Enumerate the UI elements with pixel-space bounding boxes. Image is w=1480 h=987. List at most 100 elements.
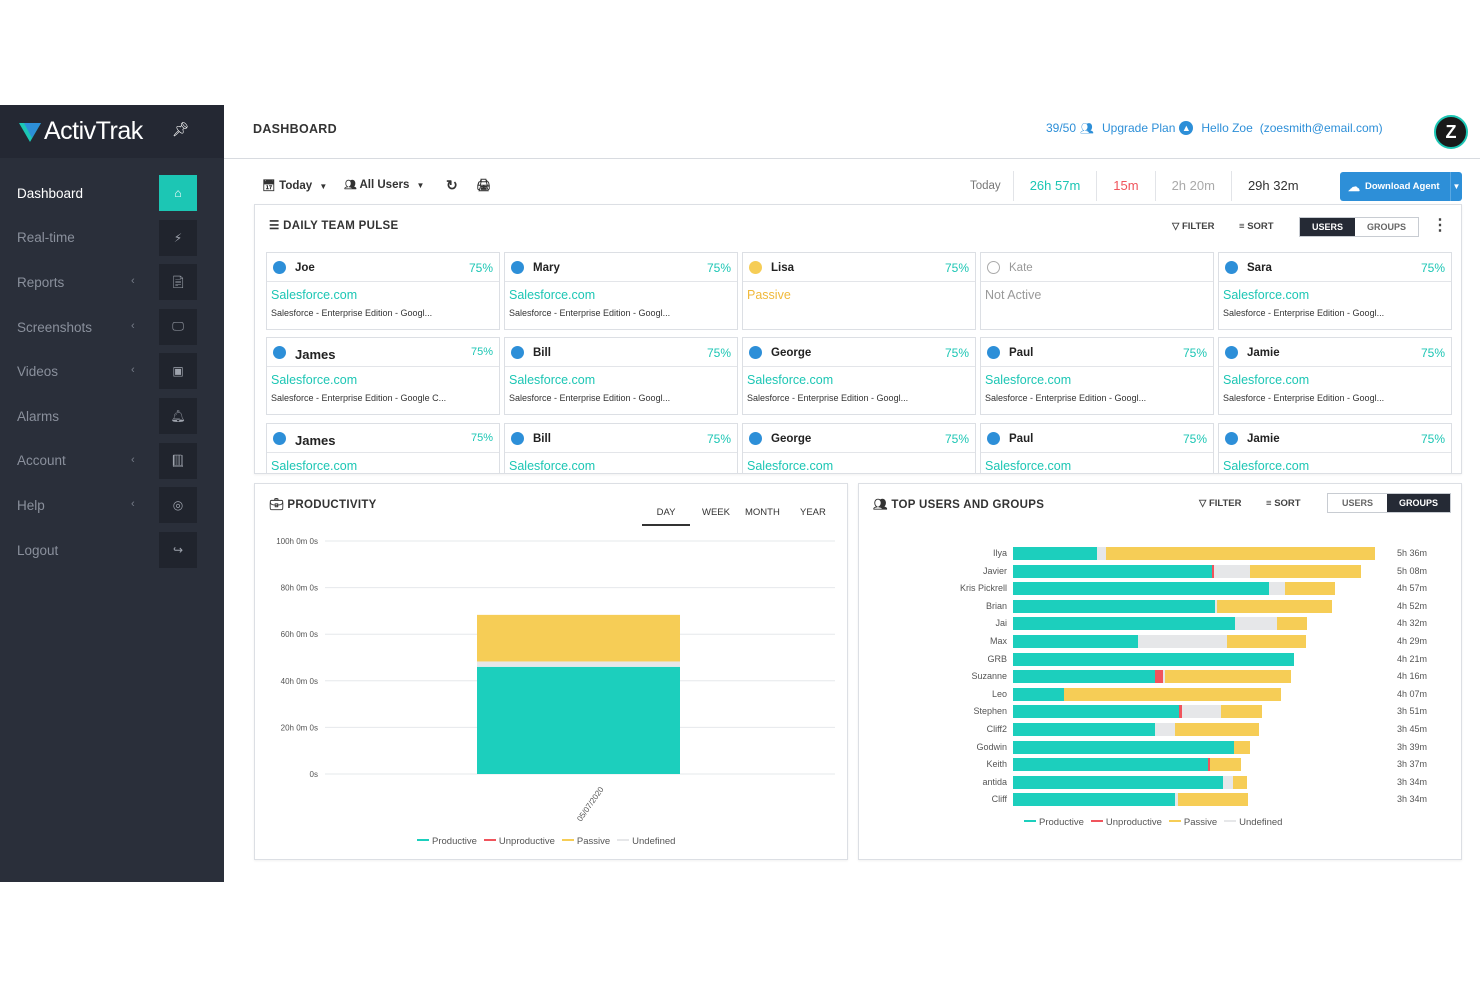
pulse-card[interactable]: James 75% Salesforce.com (266, 423, 500, 473)
bar-segment-passive[interactable] (1217, 599, 1332, 613)
chevron-left-icon[interactable]: ‹ (131, 498, 135, 511)
chevron-left-icon[interactable]: ‹ (131, 453, 135, 466)
sidebar-item-logout[interactable]: Logout ↪ (0, 528, 224, 573)
bar-segment-undefined[interactable] (1137, 635, 1228, 648)
bar-segment-undefined[interactable] (1222, 775, 1234, 789)
bar-segment-productive[interactable] (1013, 775, 1223, 789)
bell-icon[interactable]: 🔔︎ (159, 397, 197, 434)
bar-segment-passive[interactable] (1277, 617, 1307, 631)
screens-icon[interactable]: 🖵︎ (159, 308, 197, 345)
report-icon[interactable]: 📄︎ (159, 264, 197, 301)
users-filter[interactable]: 👥︎ All Users ▼ (344, 179, 424, 191)
chevron-left-icon[interactable]: ‹ (131, 319, 135, 332)
sidebar-item-real-time[interactable]: Real-time ⚡︎ (0, 216, 224, 261)
download-agent-button[interactable]: ☁︎ Download Agent ▼ (1340, 172, 1462, 201)
bar-segment-passive[interactable] (1064, 687, 1281, 701)
pulse-card[interactable]: Paul 75% Salesforce.com Salesforce - Enterp… (980, 337, 1214, 415)
tab-day[interactable]: DAY (642, 507, 690, 526)
tab-users[interactable]: USERS (1300, 218, 1356, 236)
bar-segment-unproductive[interactable] (1208, 758, 1211, 772)
print-icon[interactable]: 🖨︎ (476, 178, 492, 192)
bar-segment-undefined[interactable] (1235, 617, 1278, 631)
book-icon[interactable]: 📕︎ (159, 442, 197, 479)
top-users-sort-button[interactable]: ≡ SORT (1266, 498, 1301, 509)
bar-segment-passive[interactable] (1234, 740, 1251, 754)
pulse-card[interactable]: Jamie 75% Salesforce.com Salesforce - Enter… (1218, 337, 1452, 415)
bar-segment-passive[interactable] (1165, 670, 1292, 684)
bar-segment-productive[interactable] (1013, 617, 1236, 631)
bar-segment-productive[interactable] (1013, 652, 1295, 666)
tab-week[interactable]: WEEK (702, 507, 730, 518)
pulse-card[interactable]: Bill 75% Salesforce.com (504, 423, 738, 473)
avatar[interactable]: Z (1434, 115, 1468, 149)
pulse-card[interactable]: James 75% Salesforce.com Salesforce - Enter… (266, 337, 500, 415)
bar-segment-passive[interactable] (1285, 582, 1336, 596)
chevron-left-icon[interactable]: ‹ (131, 364, 135, 377)
pulse-card[interactable]: Paul 75% Salesforce.com (980, 423, 1214, 473)
pulse-card[interactable]: Sara 75% Salesforce.com Salesforce - Enterp… (1218, 252, 1452, 330)
bar-segment-undefined[interactable] (1213, 564, 1251, 578)
sidebar-item-reports[interactable]: Reports ‹ 📄︎ (0, 260, 224, 305)
bar-segment-productive[interactable] (1013, 740, 1235, 754)
bar-segment-passive[interactable] (1250, 564, 1362, 578)
tab-year[interactable]: YEAR (800, 507, 826, 518)
bar-segment-undefined[interactable] (1182, 705, 1221, 719)
tab-groups[interactable]: GROUPS (1387, 494, 1451, 512)
home-icon[interactable]: ⌂ (159, 175, 197, 211)
bar-segment-undefined[interactable] (1096, 547, 1107, 560)
bar-segment-unproductive[interactable] (1178, 705, 1183, 719)
pulse-card[interactable]: George 75% Salesforce.com (742, 423, 976, 473)
pin-icon[interactable]: 📌︎ (172, 121, 190, 137)
more-menu-icon[interactable]: ⋮ (1432, 217, 1448, 234)
brand[interactable]: ActivTrak 📌︎ (0, 105, 224, 158)
pulse-card[interactable]: Joe 75% Salesforce.com Salesforce - Enterpr… (266, 252, 500, 330)
sidebar-item-account[interactable]: Account ‹ 📕︎ (0, 439, 224, 484)
bar-segment-productive[interactable] (1013, 635, 1138, 648)
bar-segment-productive[interactable] (1013, 723, 1155, 736)
pulse-sort-button[interactable]: ≡ SORT (1239, 221, 1274, 232)
top-users-filter-button[interactable]: ▽ FILTER (1199, 498, 1242, 509)
upgrade-plan-link[interactable]: Upgrade Plan (1102, 121, 1176, 135)
bar-segment-unproductive[interactable] (1211, 564, 1214, 578)
bar-segment-productive[interactable] (1013, 687, 1065, 701)
sidebar-item-alarms[interactable]: Alarms 🔔︎ (0, 394, 224, 439)
bar-segment-undefined[interactable] (1154, 723, 1176, 736)
bar-segment-passive[interactable] (1220, 705, 1262, 719)
bar-segment-productive[interactable] (477, 666, 680, 774)
pulse-card[interactable]: Jamie 75% Salesforce.com (1218, 423, 1452, 473)
tab-users[interactable]: USERS (1342, 498, 1374, 508)
bar-segment-undefined[interactable] (477, 661, 680, 667)
bar-segment-productive[interactable] (1013, 582, 1270, 596)
bar-segment-productive[interactable] (1013, 547, 1097, 560)
bar-segment-productive[interactable] (1013, 599, 1215, 613)
sidebar-item-help[interactable]: Help ‹ ◎ (0, 483, 224, 528)
sidebar-item-dashboard[interactable]: Dashboard ⌂ (0, 171, 224, 216)
tab-month[interactable]: MONTH (745, 507, 780, 518)
pulse-card[interactable]: Bill 75% Salesforce.com Salesforce - Enterp… (504, 337, 738, 415)
tab-groups[interactable]: GROUPS (1367, 222, 1407, 232)
bar-segment-productive[interactable] (1013, 564, 1212, 578)
bar-segment-undefined[interactable] (1162, 670, 1166, 684)
bar-segment-undefined[interactable] (1175, 793, 1178, 807)
bar-segment-passive[interactable] (1210, 758, 1242, 772)
chevron-left-icon[interactable]: ‹ (131, 275, 135, 288)
bar-segment-passive[interactable] (1106, 547, 1375, 560)
bar-segment-passive[interactable] (1175, 723, 1260, 736)
pulse-card[interactable]: Kate Not Active (980, 252, 1214, 330)
video-icon[interactable]: ▣ (159, 353, 197, 390)
refresh-icon[interactable]: ↻ (446, 177, 458, 193)
upgrade-icon[interactable]: ▲ (1179, 121, 1194, 135)
bar-segment-productive[interactable] (1013, 670, 1155, 684)
pulse-card[interactable]: Mary 75% Salesforce.com Salesforce - Enterp… (504, 252, 738, 330)
lifebuoy-icon[interactable]: ◎ (159, 487, 197, 524)
bar-segment-passive[interactable] (1227, 635, 1306, 648)
bar-segment-passive[interactable] (1233, 775, 1247, 789)
bar-segment-productive[interactable] (1013, 705, 1179, 719)
bar-segment-undefined[interactable] (1269, 582, 1286, 596)
sidebar-item-videos[interactable]: Videos ‹ ▣ (0, 349, 224, 394)
sidebar-item-screenshots[interactable]: Screenshots ‹ 🖵︎ (0, 305, 224, 350)
pulse-card[interactable]: George 75% Salesforce.com Salesforce - Ente… (742, 337, 976, 415)
bar-segment-unproductive[interactable] (1154, 670, 1163, 684)
bar-segment-productive[interactable] (1013, 793, 1176, 807)
bolt-icon[interactable]: ⚡︎ (159, 219, 197, 256)
